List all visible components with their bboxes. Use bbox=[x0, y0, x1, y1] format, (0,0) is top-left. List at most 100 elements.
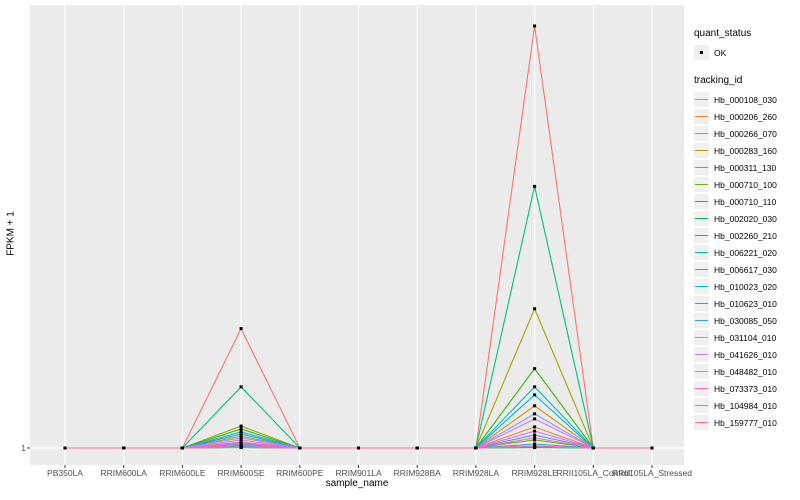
line-swatch-icon bbox=[694, 398, 709, 413]
legend-item-label: Hb_006221_020 bbox=[714, 247, 777, 258]
y-tick-label: 1 bbox=[21, 443, 26, 453]
data-point bbox=[239, 430, 243, 434]
line-swatch-icon bbox=[694, 177, 709, 192]
legend-item-label: Hb_010023_020 bbox=[714, 281, 777, 292]
line-swatch-icon bbox=[694, 296, 709, 311]
legend-item-label: Hb_030085_050 bbox=[714, 315, 777, 326]
legend-item-Hb_006221_020: Hb_006221_020 bbox=[694, 244, 800, 261]
x-tick-label-PB350LA: PB350LA bbox=[47, 468, 83, 478]
line-swatch-icon bbox=[694, 211, 709, 226]
data-point bbox=[474, 446, 478, 450]
x-tick-label-RRIM600LA: RRIM600LA bbox=[100, 468, 147, 478]
legend-item-label: Hb_048482_010 bbox=[714, 366, 777, 377]
x-tick-label-RRIM600LE: RRIM600LE bbox=[159, 468, 206, 478]
legend-item-label: Hb_002260_210 bbox=[714, 230, 777, 241]
data-point bbox=[533, 436, 537, 440]
legend-item-label: Hb_000311_130 bbox=[714, 162, 777, 173]
data-point bbox=[533, 425, 537, 429]
line-swatch-icon bbox=[694, 262, 709, 277]
x-tick-label-RRIM928LE: RRIM928LE bbox=[511, 468, 558, 478]
data-point bbox=[533, 433, 537, 437]
data-point bbox=[239, 443, 243, 447]
legend-item-label: Hb_006617_030 bbox=[714, 264, 777, 275]
data-point bbox=[533, 445, 537, 449]
legend-item-label: Hb_159777_010 bbox=[714, 417, 777, 428]
legend-item-Hb_002020_030: Hb_002020_030 bbox=[694, 210, 800, 227]
legend-item-Hb_041626_010: Hb_041626_010 bbox=[694, 346, 800, 363]
legend-item-Hb_000710_110: Hb_000710_110 bbox=[694, 193, 800, 210]
line-swatch-icon bbox=[694, 143, 709, 158]
x-tick-label-RRII105LA_Control: RRII105LA_Control bbox=[556, 468, 631, 478]
x-tick-label-RRIM600PE: RRIM600PE bbox=[276, 468, 324, 478]
legend-item-label: Hb_010623_010 bbox=[714, 298, 777, 309]
data-point bbox=[239, 445, 243, 449]
data-point bbox=[533, 442, 537, 446]
data-point bbox=[239, 436, 243, 440]
legend-item-label: Hb_000206_260 bbox=[714, 111, 777, 122]
data-point bbox=[533, 438, 537, 442]
data-point bbox=[63, 446, 67, 450]
line-swatch-icon bbox=[694, 330, 709, 345]
legend-title-tracking-id: tracking_id bbox=[694, 75, 743, 86]
line-swatch-icon bbox=[694, 126, 709, 141]
legend-item-label: Hb_000283_160 bbox=[714, 145, 777, 156]
legend-item-label: Hb_000108_030 bbox=[714, 94, 777, 105]
legend-item-Hb_010023_020: Hb_010023_020 bbox=[694, 278, 800, 295]
legend-item-label: Hb_073373_010 bbox=[714, 383, 777, 394]
tracking-id-legend-items: Hb_000108_030 Hb_000206_260 Hb_000266_070 H… bbox=[694, 91, 800, 431]
legend-item-Hb_000283_160: Hb_000283_160 bbox=[694, 142, 800, 159]
data-point bbox=[415, 446, 419, 450]
line-swatch-icon bbox=[694, 364, 709, 379]
legend-item-Hb_030085_050: Hb_030085_050 bbox=[694, 312, 800, 329]
data-point bbox=[533, 385, 537, 389]
data-point bbox=[591, 446, 595, 450]
data-point bbox=[650, 446, 654, 450]
x-axis-title: sample_name bbox=[325, 478, 389, 489]
legend-item-label: Hb_000266_070 bbox=[714, 128, 777, 139]
data-point bbox=[533, 412, 537, 416]
ok-point-icon bbox=[694, 45, 709, 60]
legend-item-label: Hb_041626_010 bbox=[714, 349, 777, 360]
data-point bbox=[533, 393, 537, 397]
line-swatch-icon bbox=[694, 160, 709, 175]
legend-item-Hb_159777_010: Hb_159777_010 bbox=[694, 414, 800, 431]
legend-item-ok: OK bbox=[694, 44, 800, 61]
data-point bbox=[298, 446, 302, 450]
legend-item-Hb_048482_010: Hb_048482_010 bbox=[694, 363, 800, 380]
legend-item-Hb_010623_010: Hb_010623_010 bbox=[694, 295, 800, 312]
data-point bbox=[180, 446, 184, 450]
data-point bbox=[239, 434, 243, 438]
line-swatch-icon bbox=[694, 279, 709, 294]
data-point bbox=[533, 404, 537, 408]
x-tick-label-RRIM928LA: RRIM928LA bbox=[452, 468, 500, 478]
plot-panel bbox=[30, 5, 684, 465]
line-swatch-icon bbox=[694, 92, 709, 107]
legend-item-Hb_073373_010: Hb_073373_010 bbox=[694, 380, 800, 397]
x-tick-label-RRII105LA_Stressed: RRII105LA_Stressed bbox=[612, 468, 692, 478]
legend-item-Hb_006617_030: Hb_006617_030 bbox=[694, 261, 800, 278]
data-point bbox=[239, 327, 243, 331]
data-point bbox=[239, 385, 243, 389]
data-point bbox=[239, 424, 243, 428]
x-tick-label-RRIM901LA: RRIM901LA bbox=[335, 468, 382, 478]
data-point bbox=[533, 24, 537, 28]
data-point bbox=[533, 367, 537, 371]
data-point bbox=[533, 184, 537, 188]
legend-item-label: Hb_104984_010 bbox=[714, 400, 777, 411]
legend-item-Hb_000108_030: Hb_000108_030 bbox=[694, 91, 800, 108]
data-point bbox=[239, 427, 243, 431]
data-point bbox=[357, 446, 360, 450]
legend-item-Hb_104984_010: Hb_104984_010 bbox=[694, 397, 800, 414]
data-point bbox=[533, 429, 537, 433]
legend-item-Hb_031104_010: Hb_031104_010 bbox=[694, 329, 800, 346]
y-axis-title: FPKM + 1 bbox=[5, 211, 17, 256]
line-swatch-icon bbox=[694, 109, 709, 124]
data-point bbox=[533, 307, 537, 311]
x-tick-label-RRIM600SE: RRIM600SE bbox=[217, 468, 265, 478]
data-point bbox=[533, 417, 537, 421]
line-swatch-icon bbox=[694, 415, 709, 430]
legend-item-label: Hb_002020_030 bbox=[714, 213, 777, 224]
line-swatch-icon bbox=[694, 228, 709, 243]
